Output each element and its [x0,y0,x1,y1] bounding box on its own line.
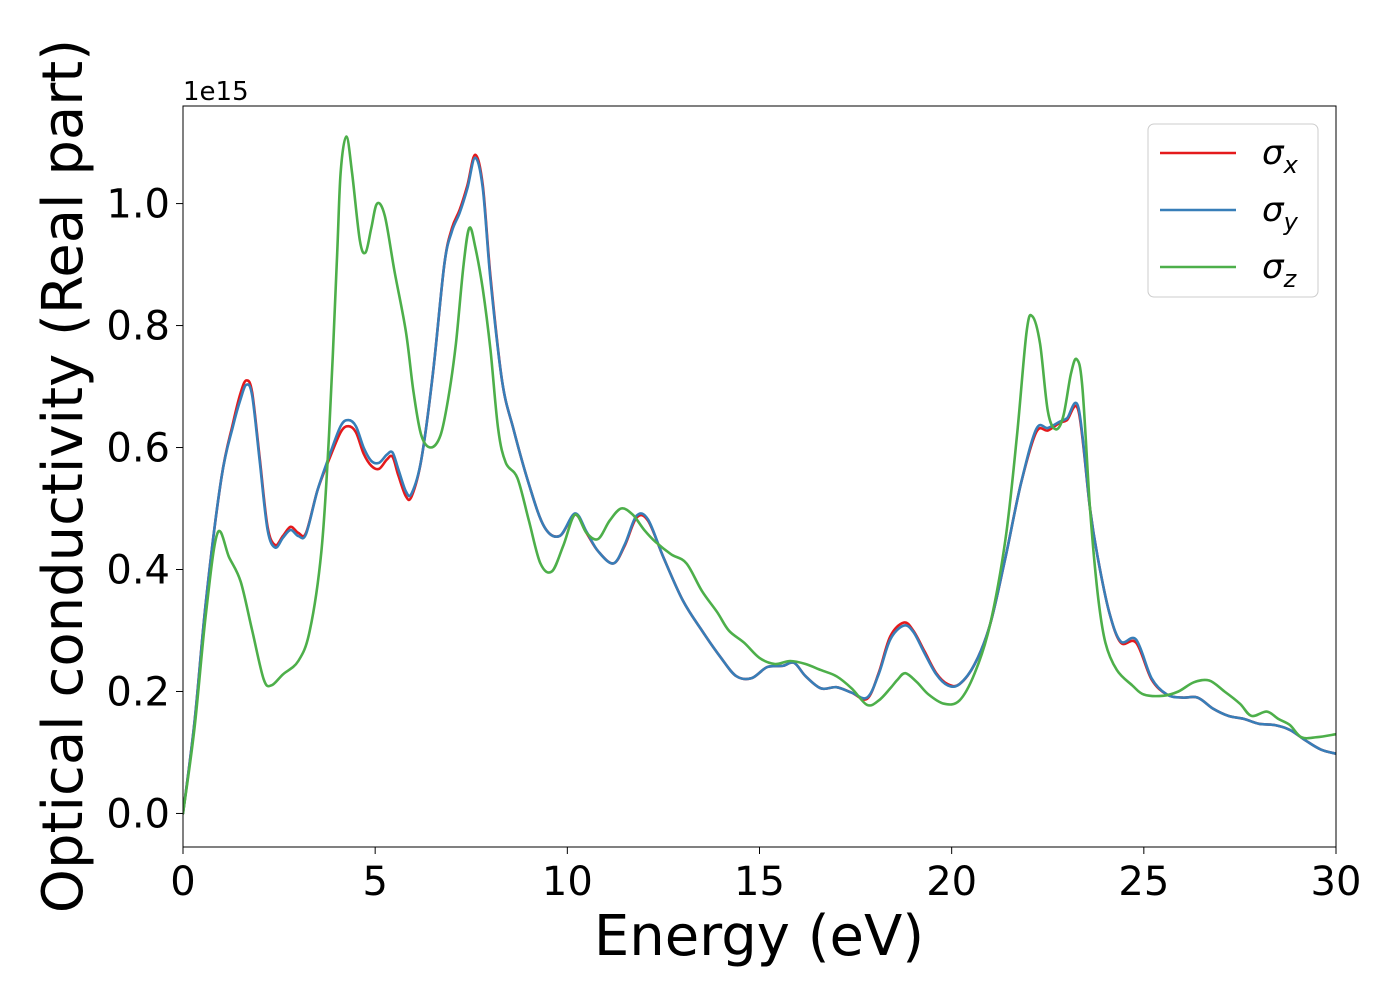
legend: σx σy σz [1147,123,1319,298]
x-tick-label: 0 [170,859,195,905]
y-tick-label: 0.2 [106,669,170,715]
legend-label-y: σy [1262,190,1299,236]
x-tick-label: 5 [362,859,387,905]
y-tick-label: 0.8 [106,304,170,350]
y-axis-label: Optical conductivity (Real part) [31,39,96,913]
x-tick-label: 30 [1311,859,1362,905]
legend-label-x: σx [1262,133,1299,179]
x-tick-label: 15 [734,859,785,905]
y-offset-text: 1e15 [183,77,249,107]
y-tick-label: 0.4 [106,548,170,594]
series-layer [183,135,1336,815]
x-tick-label: 20 [926,859,977,905]
y-axis: 0.0 0.2 0.4 0.6 0.8 1.0 [106,182,183,837]
y-tick-label: 0.0 [106,791,170,837]
y-tick-label: 0.6 [106,426,170,472]
x-axis-label: Energy (eV) [594,904,924,969]
legend-label-z: σz [1262,247,1298,293]
x-tick-label: 25 [1118,859,1169,905]
y-tick-label: 1.0 [106,182,170,228]
series-line-z [183,135,1336,815]
x-tick-label: 10 [542,859,593,905]
x-axis: 0 5 10 15 20 25 30 [170,847,1361,905]
